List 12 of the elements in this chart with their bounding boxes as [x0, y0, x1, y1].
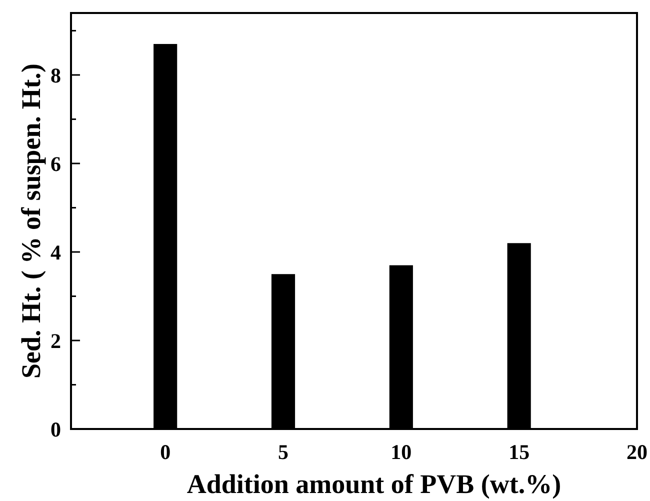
y-tick-label: 0 — [50, 417, 61, 442]
x-tick-label: 15 — [508, 440, 530, 464]
x-axis-title: Addition amount of PVB (wt.%) — [186, 469, 562, 499]
x-tick-label: 10 — [390, 440, 412, 464]
x-tick-label: 20 — [626, 440, 648, 464]
x-tick-label: 0 — [160, 440, 171, 464]
y-axis-title: Sed. Ht. ( % of suspen. Ht.) — [16, 63, 46, 379]
y-tick-label: 2 — [50, 328, 61, 353]
y-tick-label: 6 — [50, 152, 61, 176]
y-tick-label: 4 — [50, 240, 62, 264]
y-tick-label: 8 — [50, 63, 61, 88]
x-tick-label: 5 — [278, 440, 288, 464]
